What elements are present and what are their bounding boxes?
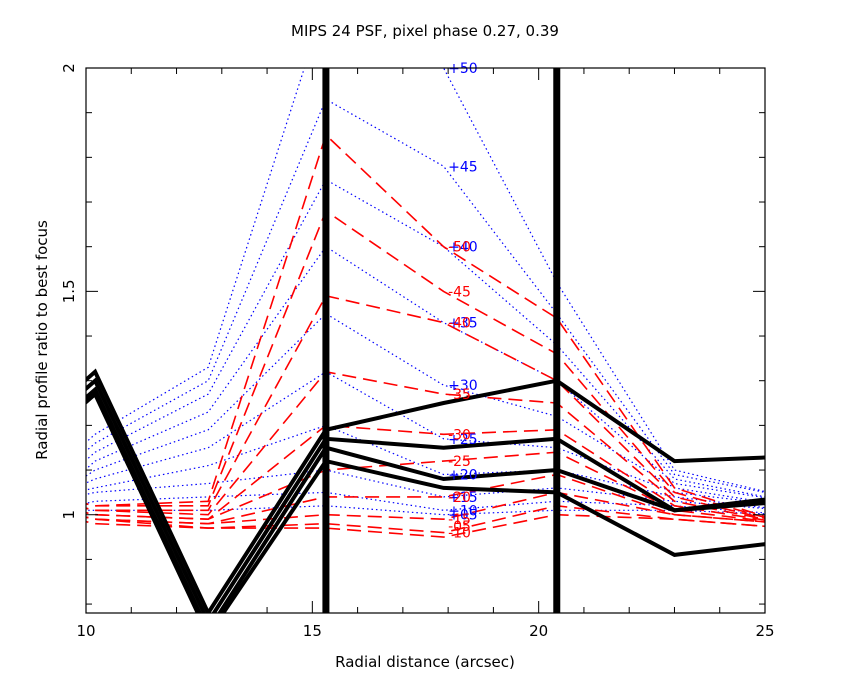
series-label: -40	[448, 316, 471, 332]
series-label: -45	[448, 284, 471, 300]
chart-title: MIPS 24 PSF, pixel phase 0.27, 0.39	[291, 22, 559, 40]
x-tick-label: 10	[76, 622, 95, 640]
series-line-plus-8	[86, 491, 765, 514]
series-label: +20	[448, 468, 478, 484]
series-label: +40	[448, 240, 478, 256]
series-line-black-20	[86, 368, 765, 613]
series-label: -10	[448, 526, 471, 542]
x-tick-label: 20	[529, 622, 548, 640]
series-line-black-23	[86, 390, 765, 613]
series-label: -25	[448, 454, 471, 470]
series-label: -20	[448, 490, 471, 506]
x-tick-label: 25	[755, 622, 774, 640]
x-axis-label: Radial distance (arcsec)	[335, 653, 515, 671]
series-line-minus-10	[86, 133, 765, 518]
series-line-plus-6	[86, 424, 765, 509]
series-label: +25	[448, 432, 478, 448]
series-line-minus-13	[86, 370, 765, 521]
y-tick-label: 1	[60, 510, 78, 520]
series-line-black-21	[86, 377, 765, 613]
series-layer	[86, 68, 765, 613]
series-line-minus-15	[86, 451, 765, 522]
axis-ticks: 10 15 20 25 1 1.5 2	[60, 63, 775, 640]
series-line-minus-16	[86, 473, 765, 525]
series-label: +30	[448, 378, 478, 394]
series-line-minus-11	[86, 209, 765, 519]
y-tick-label: 1.5	[60, 279, 78, 303]
series-line-minus-12	[86, 294, 765, 520]
series-label: +35	[448, 316, 478, 332]
series-label: -30	[448, 427, 471, 443]
series-line-plus-4	[86, 312, 765, 503]
series-label: -35	[448, 387, 471, 403]
series-line-plus-9	[86, 505, 765, 516]
vertical-lines	[322, 68, 561, 613]
series-label: +50	[448, 61, 478, 77]
series-line-plus-3	[86, 245, 765, 499]
series-label: +10	[448, 503, 478, 519]
series-label: +45	[448, 159, 478, 175]
y-tick-label: 2	[60, 63, 78, 73]
series-label: -15	[448, 512, 471, 528]
x-tick-label: 15	[303, 622, 322, 640]
series-label: -05	[448, 519, 471, 535]
series-line-minus-14	[86, 424, 765, 521]
series-line-plus-5	[86, 371, 765, 504]
series-label: +15	[448, 490, 478, 506]
series-label: -50	[448, 240, 471, 256]
series-line-plus-2	[86, 178, 765, 498]
series-label: +05	[448, 508, 478, 524]
plot-frame	[85, 67, 766, 614]
series-labels: +50 +45 +40 +35 +30 +25 +20 +15+10+05 -50 -45 -40 -…	[448, 61, 478, 542]
y-axis-label: Radial profile ratio to best focus	[33, 220, 51, 460]
